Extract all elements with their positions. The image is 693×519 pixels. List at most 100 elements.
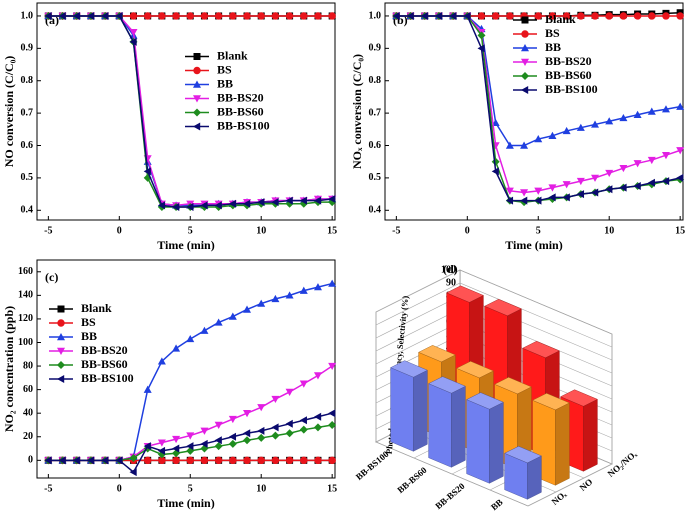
legend-label: BS — [217, 62, 232, 76]
y-tick-label: 20 — [23, 431, 33, 442]
marker — [392, 11, 400, 20]
marker — [521, 72, 529, 80]
marker — [463, 11, 471, 20]
marker — [57, 375, 65, 383]
marker — [619, 183, 627, 192]
y-tick-label: 0.5 — [21, 172, 34, 183]
series-line — [396, 15, 681, 147]
marker — [313, 283, 322, 291]
y-tick-label: 0.7 — [369, 107, 382, 118]
marker — [647, 107, 656, 115]
y-tick-label: 0.4 — [369, 205, 382, 216]
marker — [505, 187, 514, 195]
y-tick-label: 0.6 — [369, 140, 382, 151]
marker — [57, 333, 65, 341]
marker — [186, 432, 195, 440]
marker — [228, 415, 237, 424]
y-tick-label: 0.8 — [369, 75, 382, 86]
x-tick-label: 0 — [117, 483, 122, 494]
marker — [143, 456, 152, 465]
category-label: BB-BS20 — [433, 481, 467, 511]
bar-front — [390, 367, 414, 452]
marker — [313, 372, 322, 380]
marker — [58, 11, 66, 20]
y-tick-label: 100 — [18, 337, 33, 348]
marker — [44, 456, 52, 465]
marker — [172, 444, 180, 453]
y-tick-label: 160 — [18, 266, 33, 277]
marker — [591, 120, 600, 128]
category-label: BB — [489, 497, 505, 512]
marker — [271, 395, 280, 404]
marker — [520, 189, 529, 197]
marker — [661, 105, 670, 113]
marker — [591, 12, 599, 20]
marker — [313, 423, 322, 432]
marker — [676, 12, 684, 20]
x-tick-label: 0 — [117, 225, 122, 236]
y-tick-label: 0.9 — [369, 43, 382, 54]
y-axis-label: NO conversion (C/C₀) — [2, 56, 16, 168]
x-axis-label: Time (min) — [157, 496, 214, 510]
marker — [157, 357, 166, 365]
marker — [257, 456, 265, 465]
marker — [172, 12, 180, 20]
marker — [143, 442, 151, 451]
marker — [633, 181, 641, 190]
marker — [299, 196, 307, 205]
marker — [57, 347, 65, 355]
marker — [86, 456, 95, 465]
y-tick-label: 80 — [23, 360, 33, 371]
bar-front — [428, 383, 452, 468]
bar-top — [466, 392, 504, 410]
marker — [633, 12, 642, 20]
marker — [521, 30, 529, 38]
marker — [115, 456, 123, 465]
y-tick-label: 0.8 — [21, 75, 34, 86]
bar — [390, 360, 428, 452]
marker — [313, 412, 322, 421]
legend-label: BB — [81, 329, 97, 343]
y-tick-label: 0 — [28, 455, 33, 466]
series-line — [396, 15, 681, 202]
x-tick-label: -5 — [44, 225, 52, 236]
marker — [520, 141, 529, 149]
marker — [193, 66, 201, 75]
marker — [271, 423, 279, 432]
marker — [521, 16, 529, 24]
y-axis-label: NOₓ conversion (C/C₀) — [350, 54, 364, 169]
bar-top — [390, 360, 428, 378]
marker — [576, 123, 585, 131]
marker — [647, 178, 655, 187]
marker — [129, 28, 138, 37]
marker — [193, 122, 201, 131]
x-tick-label: 5 — [188, 483, 193, 494]
marker — [44, 11, 52, 20]
marker — [328, 409, 336, 418]
marker — [172, 203, 180, 212]
marker — [228, 199, 237, 208]
marker — [186, 442, 194, 451]
marker — [633, 110, 642, 118]
marker — [200, 201, 208, 210]
marker — [661, 177, 670, 186]
legend-label: BB-BS20 — [81, 343, 128, 357]
marker — [57, 305, 65, 313]
marker — [299, 425, 308, 434]
marker — [619, 12, 628, 20]
series-line — [396, 15, 681, 203]
marker — [505, 196, 514, 205]
marker — [676, 102, 685, 110]
marker — [214, 442, 223, 451]
marker — [477, 31, 486, 40]
series-line — [48, 15, 333, 207]
marker — [243, 436, 252, 445]
marker — [143, 385, 152, 393]
bar — [466, 392, 504, 484]
legend-label: Blank — [81, 301, 112, 315]
marker — [300, 456, 308, 465]
x-tick-label: 10 — [604, 225, 614, 236]
marker — [271, 456, 280, 465]
y-tick-label: 60 — [23, 384, 33, 395]
marker — [58, 456, 66, 465]
